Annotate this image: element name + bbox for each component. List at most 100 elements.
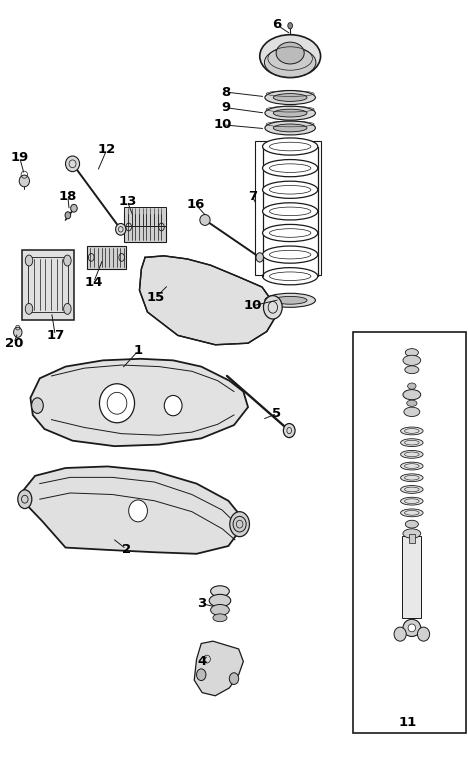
Ellipse shape (403, 355, 421, 365)
Ellipse shape (265, 106, 315, 120)
Ellipse shape (263, 160, 318, 177)
Ellipse shape (66, 156, 80, 172)
Ellipse shape (401, 485, 423, 493)
Ellipse shape (403, 529, 421, 538)
Text: 16: 16 (186, 198, 205, 211)
Ellipse shape (407, 400, 417, 406)
Ellipse shape (417, 627, 430, 641)
Text: 9: 9 (221, 101, 230, 114)
Ellipse shape (408, 624, 416, 632)
Polygon shape (194, 641, 243, 696)
Text: 20: 20 (5, 337, 23, 349)
Ellipse shape (213, 614, 227, 622)
Text: 18: 18 (58, 190, 77, 203)
Ellipse shape (404, 407, 420, 417)
Text: 1: 1 (133, 345, 143, 357)
Ellipse shape (25, 303, 33, 314)
Ellipse shape (288, 23, 292, 29)
Ellipse shape (200, 215, 210, 225)
Ellipse shape (265, 121, 315, 135)
Ellipse shape (403, 619, 421, 636)
Text: 4: 4 (197, 655, 207, 668)
Ellipse shape (265, 293, 315, 307)
Ellipse shape (273, 296, 307, 304)
Ellipse shape (25, 255, 33, 266)
Ellipse shape (64, 303, 71, 314)
Ellipse shape (18, 490, 32, 509)
Ellipse shape (229, 672, 239, 685)
Ellipse shape (209, 594, 231, 607)
Text: 15: 15 (146, 292, 164, 304)
Ellipse shape (401, 509, 423, 516)
Ellipse shape (116, 224, 126, 236)
Ellipse shape (233, 516, 246, 532)
Text: 5: 5 (272, 407, 282, 420)
Ellipse shape (263, 268, 318, 285)
Polygon shape (30, 359, 248, 446)
Ellipse shape (164, 395, 182, 416)
Polygon shape (139, 256, 276, 345)
Text: 3: 3 (197, 597, 207, 610)
Ellipse shape (264, 48, 316, 77)
Ellipse shape (408, 383, 416, 389)
Ellipse shape (405, 366, 419, 374)
Ellipse shape (263, 296, 282, 319)
Ellipse shape (65, 211, 71, 218)
Text: 17: 17 (46, 329, 64, 342)
Ellipse shape (405, 520, 418, 528)
Ellipse shape (263, 203, 318, 220)
Text: 8: 8 (221, 86, 230, 98)
Ellipse shape (394, 627, 406, 641)
Bar (124, 212, 166, 242)
Ellipse shape (71, 204, 77, 212)
Bar (409, 534, 415, 543)
Ellipse shape (211, 604, 229, 615)
Text: 10: 10 (243, 300, 262, 312)
Polygon shape (22, 466, 241, 554)
Ellipse shape (401, 427, 423, 434)
Text: 10: 10 (213, 119, 232, 131)
Text: 7: 7 (248, 190, 257, 203)
Ellipse shape (19, 176, 29, 187)
Ellipse shape (401, 474, 423, 481)
Ellipse shape (401, 498, 423, 505)
Text: 13: 13 (118, 195, 137, 207)
Ellipse shape (211, 586, 229, 597)
Ellipse shape (14, 328, 22, 337)
Ellipse shape (273, 94, 307, 101)
Text: 6: 6 (272, 19, 282, 31)
Ellipse shape (129, 500, 147, 522)
Ellipse shape (403, 390, 421, 399)
Ellipse shape (64, 255, 71, 266)
Ellipse shape (32, 398, 44, 413)
Ellipse shape (273, 124, 307, 132)
Bar (255, 141, 321, 275)
Ellipse shape (265, 90, 315, 105)
Text: 2: 2 (122, 543, 131, 555)
Ellipse shape (197, 668, 206, 680)
Bar (28, 257, 68, 312)
Text: 11: 11 (399, 716, 417, 729)
Ellipse shape (273, 109, 307, 117)
Ellipse shape (401, 451, 423, 459)
Ellipse shape (263, 181, 318, 198)
Ellipse shape (263, 225, 318, 242)
Bar (22, 250, 74, 320)
Ellipse shape (99, 384, 135, 423)
Ellipse shape (284, 424, 295, 438)
Ellipse shape (401, 462, 423, 470)
Ellipse shape (276, 42, 304, 64)
Ellipse shape (256, 253, 263, 262)
Bar (402, 536, 421, 618)
Ellipse shape (401, 438, 423, 446)
Bar (124, 207, 166, 226)
Text: 12: 12 (98, 144, 116, 156)
Ellipse shape (263, 246, 318, 263)
Ellipse shape (230, 512, 249, 537)
Ellipse shape (260, 34, 321, 78)
Ellipse shape (405, 349, 418, 356)
Text: 14: 14 (84, 276, 103, 289)
Bar (353, 332, 466, 733)
Ellipse shape (263, 138, 318, 155)
Text: 19: 19 (11, 151, 29, 164)
